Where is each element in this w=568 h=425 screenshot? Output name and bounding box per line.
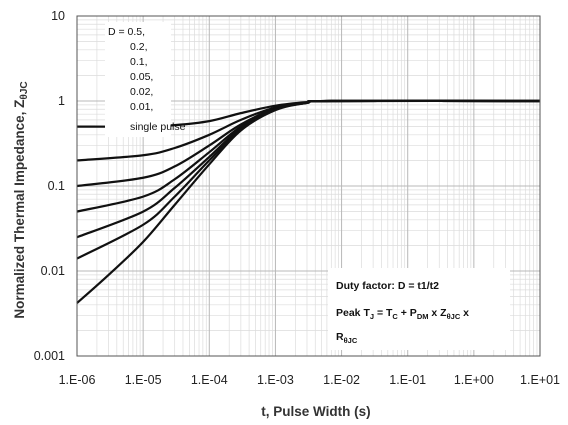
legend-entry: 0.01, [130, 101, 153, 113]
formula-subscript: θJC [447, 312, 461, 321]
plot-frame [76, 15, 541, 357]
y-tick-label: 1 [58, 94, 65, 108]
x-tick-label: 1.E+01 [520, 373, 560, 387]
legend-entry: 0.2, [130, 41, 148, 53]
duty-factor-note: Duty factor: D = t1/t2 Peak TJ = TC + PD… [328, 268, 510, 350]
legend-entry: D = 0.5, [108, 26, 145, 38]
legend-entry: single pulse [130, 121, 186, 133]
legend-entry: 0.02, [130, 86, 153, 98]
legend-box [105, 22, 171, 137]
legend-entry: 0.05, [130, 71, 153, 83]
x-tick-label: 1.E-05 [125, 373, 162, 387]
x-tick-label: 1.E-03 [257, 373, 294, 387]
formula-subscript: DM [417, 312, 429, 321]
x-tick-labels: 1.E-06 1.E-05 1.E-04 1.E-03 1.E-02 1.E-01 1.E+… [59, 373, 560, 387]
y-tick-label: 10 [51, 9, 65, 23]
formula-part: x [460, 307, 469, 319]
legend: D = 0.5, 0.2, 0.1, 0.05, 0.02, 0.01, single pu… [105, 22, 186, 137]
x-tick-label: 1.E-01 [389, 373, 426, 387]
y-axis-label-subscript: θJC [19, 81, 30, 99]
duty-factor-line: Duty factor: D = t1/t2 [336, 280, 439, 292]
x-axis-label: t, Pulse Width (s) [261, 404, 370, 419]
legend-entry: 0.1, [130, 56, 148, 68]
x-tick-label: 1.E-02 [323, 373, 360, 387]
formula-part: x Z [429, 307, 448, 319]
peak-temp-formula-cont: RθJC [336, 331, 358, 345]
formula-subscript: θJC [344, 336, 358, 345]
y-tick-label: 0.1 [48, 179, 65, 193]
formula-subscript: J [370, 312, 374, 321]
y-tick-label: 0.001 [34, 349, 65, 363]
x-tick-label: 1.E-06 [59, 373, 96, 387]
duty-factor-note-box [328, 268, 510, 350]
series-line [76, 99, 541, 304]
y-tick-labels: 0.001 0.01 0.1 1 10 [34, 9, 65, 363]
formula-part: Peak T [336, 307, 370, 319]
peak-temp-formula: Peak TJ = TC + PDM x ZθJC x [336, 307, 469, 321]
y-axis-label: Normalized Thermal Impedance, ZθJC [12, 81, 30, 318]
formula-part: = T [374, 307, 393, 319]
x-tick-label: 1.E+00 [454, 373, 494, 387]
formula-part: R [336, 331, 344, 343]
formula-part: + P [398, 307, 417, 319]
y-tick-label: 0.01 [41, 264, 65, 278]
y-axis-label-main: Normalized Thermal Impedance, Z [12, 100, 27, 319]
formula-subscript: C [392, 312, 398, 321]
series-lines [76, 99, 541, 304]
x-tick-label: 1.E-04 [191, 373, 228, 387]
